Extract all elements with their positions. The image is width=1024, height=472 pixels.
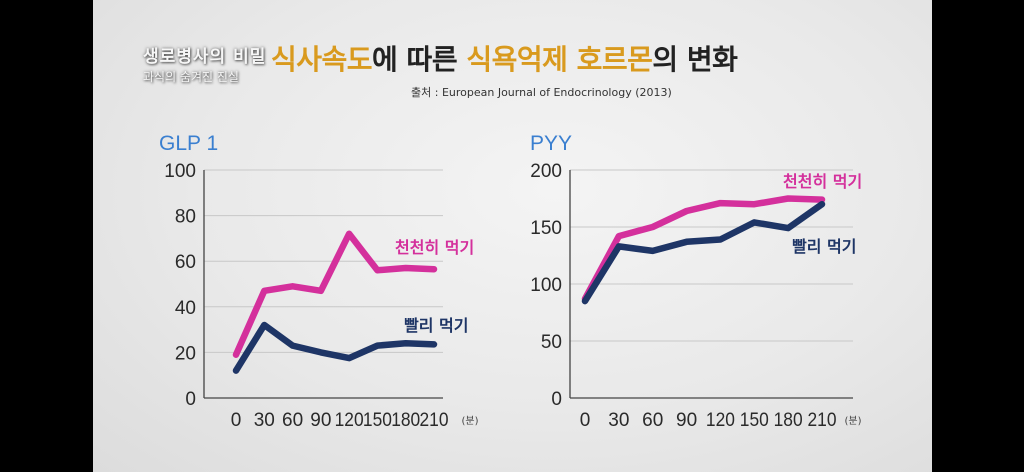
- data-point: [374, 343, 380, 349]
- program-subtitle: 과식의 숨겨진 진실: [143, 70, 239, 84]
- y-tick-label: 20: [175, 343, 196, 364]
- data-point: [261, 288, 267, 294]
- title-part: 의 변화: [652, 43, 738, 76]
- data-point: [717, 200, 723, 206]
- y-tick-label: 100: [530, 275, 562, 296]
- slide-title: 식사속도에 따른 식욕억제 호르몬의 변화: [271, 38, 738, 78]
- x-tick-label: 120: [335, 410, 364, 431]
- y-tick-label: 0: [551, 389, 562, 410]
- chart-title: PYY: [530, 132, 572, 155]
- chart-title: GLP 1: [159, 132, 218, 155]
- series-label: 빨리 먹기: [404, 316, 468, 335]
- x-tick-label: 150: [740, 410, 769, 431]
- data-point: [616, 233, 622, 239]
- series-label: 천천히 먹기: [783, 172, 862, 191]
- x-tick-label: 30: [608, 410, 629, 431]
- x-tick-label: 60: [642, 410, 663, 431]
- data-point: [346, 355, 352, 361]
- x-tick-label: 30: [254, 410, 275, 431]
- data-point: [431, 266, 437, 272]
- data-point: [582, 298, 588, 304]
- x-tick-label: 210: [808, 410, 837, 431]
- title-part: 에 따른: [372, 43, 467, 76]
- title-part: 식욕억제 호르몬: [466, 43, 653, 76]
- data-point: [819, 201, 825, 207]
- data-point: [403, 340, 409, 346]
- series-line: [581, 195, 826, 303]
- series-label: 천천히 먹기: [395, 238, 474, 257]
- y-tick-label: 200: [530, 161, 562, 182]
- data-point: [751, 201, 757, 207]
- x-tick-label: 180: [391, 410, 420, 431]
- x-unit-label: (분): [461, 415, 478, 427]
- data-point: [785, 225, 791, 231]
- data-point: [684, 239, 690, 245]
- x-tick-label: 150: [363, 410, 392, 431]
- data-point: [403, 265, 409, 271]
- source-citation: 출처 : European Journal of Endocrinology (…: [411, 86, 672, 99]
- x-tick-label: 90: [310, 410, 331, 431]
- x-tick-label: 0: [580, 410, 591, 431]
- data-point: [290, 283, 296, 289]
- series-line: [581, 200, 826, 305]
- y-tick-label: 60: [175, 252, 196, 273]
- y-tick-label: 150: [530, 218, 562, 239]
- x-tick-label: 90: [676, 410, 697, 431]
- data-point: [290, 343, 296, 349]
- video-frame: 생로병사의 비밀 과식의 숨겨진 진실 식사속도에 따른 식욕억제 호르몬의 변…: [93, 0, 932, 472]
- data-point: [374, 267, 380, 273]
- data-point: [684, 208, 690, 214]
- x-tick-label: 60: [282, 410, 303, 431]
- data-point: [751, 219, 757, 225]
- x-tick-label: 120: [706, 410, 735, 431]
- chart-0: GLP 1 0 20 40 60 80 100 0 30 60 90 120 150 180 210 (분) 천…: [159, 132, 479, 431]
- data-point: [785, 196, 791, 201]
- x-tick-label: 0: [231, 410, 242, 431]
- data-point: [318, 288, 324, 294]
- data-point: [233, 368, 239, 374]
- series-line: [232, 321, 438, 374]
- y-tick-label: 80: [175, 207, 196, 228]
- y-tick-label: 40: [175, 298, 196, 319]
- series-label: 빨리 먹기: [792, 237, 856, 256]
- x-unit-label: (분): [844, 415, 861, 427]
- data-point: [318, 349, 324, 355]
- program-logo: 생로병사의 비밀: [143, 47, 267, 67]
- data-point: [233, 352, 239, 358]
- data-point: [650, 224, 656, 230]
- y-tick-label: 0: [185, 389, 196, 410]
- data-point: [261, 322, 267, 328]
- data-point: [819, 197, 825, 203]
- x-tick-label: 210: [420, 410, 449, 431]
- x-tick-label: 180: [774, 410, 803, 431]
- data-point: [431, 341, 437, 347]
- data-point: [717, 237, 723, 243]
- data-point: [616, 243, 622, 249]
- title-part: 식사속도: [271, 43, 373, 76]
- data-point: [650, 248, 656, 254]
- data-point: [346, 231, 352, 237]
- series-line: [232, 230, 438, 358]
- y-tick-label: 100: [164, 161, 196, 182]
- y-tick-label: 50: [541, 332, 562, 353]
